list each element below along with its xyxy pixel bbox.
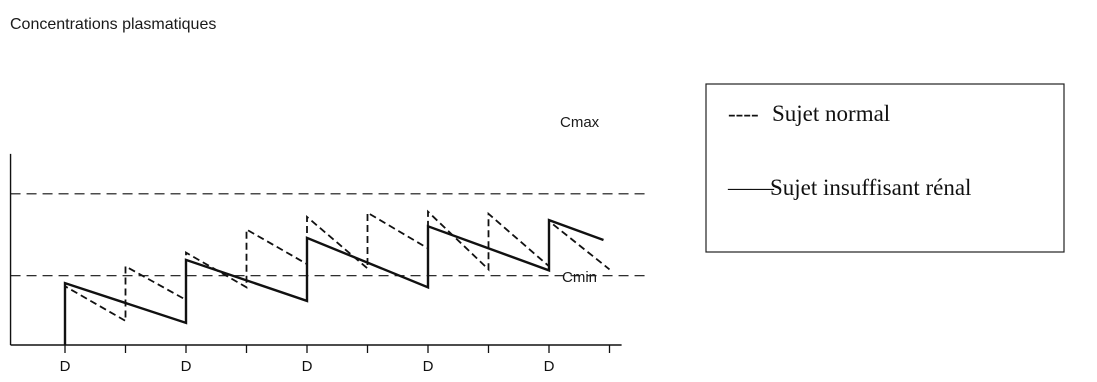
dose-tick-label: D bbox=[60, 358, 71, 375]
legend-sample-solid: —— bbox=[727, 175, 775, 200]
legend-label-normal: Sujet normal bbox=[772, 101, 890, 126]
plot-area bbox=[9, 153, 646, 346]
cmin-label: Cmin bbox=[562, 269, 597, 286]
series-line-sujet-insuffisant-renal bbox=[63, 218, 604, 345]
legend: ---- Sujet normal —— Sujet insuffisant r… bbox=[705, 83, 1065, 253]
legend-box bbox=[705, 83, 1065, 253]
legend-sample-dashed: ---- bbox=[728, 101, 759, 126]
series-line-sujet-normal bbox=[64, 209, 611, 345]
legend-label-renal: Sujet insuffisant rénal bbox=[770, 175, 971, 200]
dose-tick-label: D bbox=[544, 358, 555, 375]
y-axis-label: Concentrations plasmatiques bbox=[10, 16, 216, 33]
dose-tick-label: D bbox=[423, 358, 434, 375]
dose-tick-label: D bbox=[181, 358, 192, 375]
dose-tick-label: D bbox=[302, 358, 313, 375]
cmax-label: Cmax bbox=[560, 114, 600, 131]
